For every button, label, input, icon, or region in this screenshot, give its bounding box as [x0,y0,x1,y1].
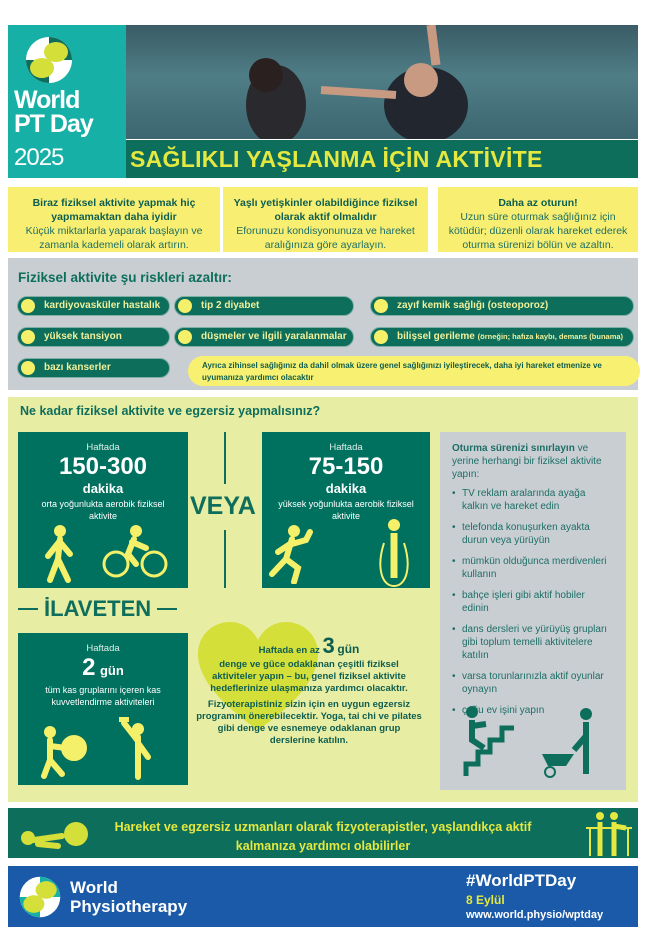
how-much-question: Ne kadar fiziksel aktivite ve egzersiz y… [20,404,321,418]
list-item: varsa torunlarınızla aktif oyunlar oynay… [452,670,614,696]
list-item: çoğu ev işini yapın [452,704,614,717]
risks-note: Ayrıca zihinsel sağlığınız da dahil olma… [188,356,640,386]
risks-section: Fiziksel aktivite şu riskleri azaltır: k… [8,258,640,390]
stairs-icon [463,706,514,776]
risk-pill: bazı kanserler [17,358,170,378]
bullet-dot-icon [21,361,35,375]
photo-people-icon [246,24,468,145]
cycling-icon [102,525,168,578]
risk-pill: tip 2 diyabet [174,296,354,316]
running-icon [269,525,313,584]
moderate-activity-card: Haftada 150-300 dakika orta yoğunlukta a… [18,432,188,588]
risk-pill: bilişsel gerileme (örneğin; hafıza kaybı… [370,327,634,347]
vigorous-activity-card: Haftada 75-150 dakika yüksek yoğunlukta … [262,432,430,588]
hero-photo-water-exercise [126,24,638,145]
world-physiotherapy-logo-icon [19,876,61,918]
bullet-dot-icon [374,299,388,313]
list-item: bahçe işleri gibi aktif hobiler edinin [452,589,614,615]
website-link[interactable]: www.world.physio/wptday [466,909,604,921]
walking-icon [45,525,73,583]
footer: World Physiotherapy #WorldPTDay 8 Eylül w… [8,866,638,927]
sitting-tips-panel: Oturma sürenizi sınırlayın ve yerine her… [440,432,626,790]
bullet-dot-icon [21,299,35,313]
tip-card: Daha az oturun! Uzun süre oturmak sağlığı… [438,187,638,252]
ball-exercise-icon [41,726,89,779]
logo-year: 2025 [14,144,64,171]
list-item: TV reklam aralarında ayağa kalkın ve har… [452,487,614,513]
physio-banner: Hareket ve egzersiz uzmanları olarak fiz… [8,808,638,858]
heart-icon [198,622,318,730]
hashtag: #WorldPTDay [466,871,577,890]
tip-card: Yaşlı yetişkinler olabildiğince fiziksel… [223,187,428,252]
tip-card: Biraz fiziksel aktivite yapmak hiç yapma… [8,187,220,252]
risk-pill: yüksek tansiyon [17,327,170,347]
risk-pill: kardiyovasküler hastalık [17,296,170,316]
bullet-dot-icon [178,330,192,344]
bullet-dot-icon [178,299,192,313]
org-name: World Physiotherapy [70,878,188,916]
world-pt-day-logo [8,25,126,178]
balance-text: Haftada en az 3 gün denge ve güce odakla… [196,633,422,747]
risks-heading: Fiziksel aktivite şu riskleri azaltır: [18,270,232,285]
logo-mark-icon [26,37,72,83]
divider [224,530,226,588]
bullet-dot-icon [374,330,388,344]
strength-card: Haftada 2 gün tüm kas gruplarını içeren … [18,633,188,785]
list-item: mümkün olduğunca merdivenleri kullanın [452,555,614,581]
floor-exercise-icon [21,822,88,849]
jump-rope-icon [379,519,409,588]
divider [224,432,226,484]
risk-pill: zayıf kemik sağlığı (osteoporoz) [370,296,634,316]
risk-pill: düşmeler ve ilgili yaralanmalar [174,327,354,347]
list-item: telefonda konuşurken ayakta durun veya y… [452,521,614,547]
event-date: 8 Eylül [466,893,505,907]
logo-title: World PT Day [14,86,94,138]
additionally-label: İLAVETEN [18,596,178,622]
or-label: VEYA [190,492,256,520]
list-item: dans dersleri ve yürüyüş grupları gibi t… [452,623,614,662]
bullet-dot-icon [21,330,35,344]
page-title: SAĞLIKLI YAŞLANMA İÇİN AKTİVİTE [126,140,638,178]
physio-assist-icon [586,812,632,856]
wheelbarrow-icon [542,708,592,778]
dumbbell-icon [119,717,151,780]
